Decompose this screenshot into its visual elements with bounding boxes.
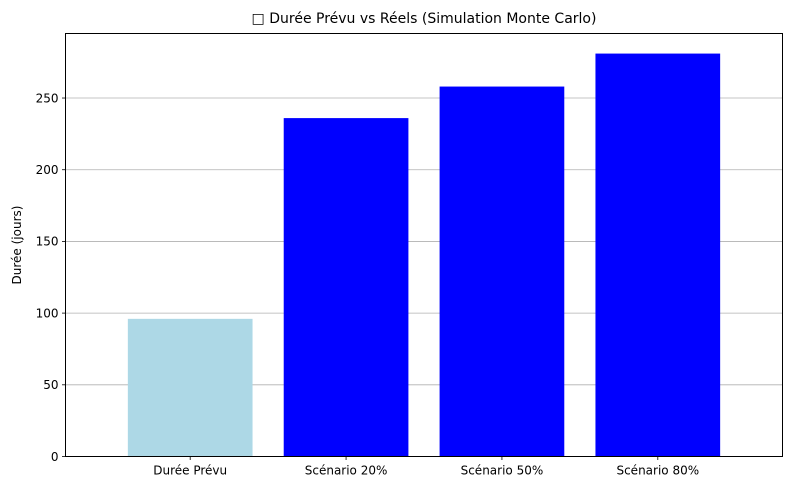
y-tick-label: 200 bbox=[36, 163, 59, 177]
bars bbox=[127, 53, 721, 457]
bar-2 bbox=[283, 118, 409, 457]
chart-title: □ Durée Prévu vs Réels (Simulation Monte… bbox=[252, 11, 597, 27]
x-tick-label: Scénario 80% bbox=[616, 464, 699, 478]
x-tick-label: Scénario 50% bbox=[461, 464, 544, 478]
bar-4 bbox=[595, 53, 721, 457]
plot-frame bbox=[65, 33, 783, 457]
y-axis-title: Durée (jours) bbox=[10, 206, 24, 285]
y-tick-label: 100 bbox=[36, 306, 59, 320]
x-tick-label: Scénario 20% bbox=[305, 464, 388, 478]
x-tick-label: Durée Prévu bbox=[153, 464, 227, 478]
bar-1 bbox=[127, 318, 253, 457]
x-axis-ticks: Durée Prévu Scénario 20% Scénario 50% Scéna… bbox=[153, 456, 699, 478]
y-tick-label: 0 bbox=[51, 450, 59, 464]
y-axis-ticks: 0 50 100 150 200 250 bbox=[36, 91, 66, 464]
y-tick-label: 250 bbox=[36, 91, 59, 105]
bar-3 bbox=[439, 86, 565, 457]
y-tick-label: 50 bbox=[43, 378, 58, 392]
y-tick-label: 150 bbox=[36, 235, 59, 249]
